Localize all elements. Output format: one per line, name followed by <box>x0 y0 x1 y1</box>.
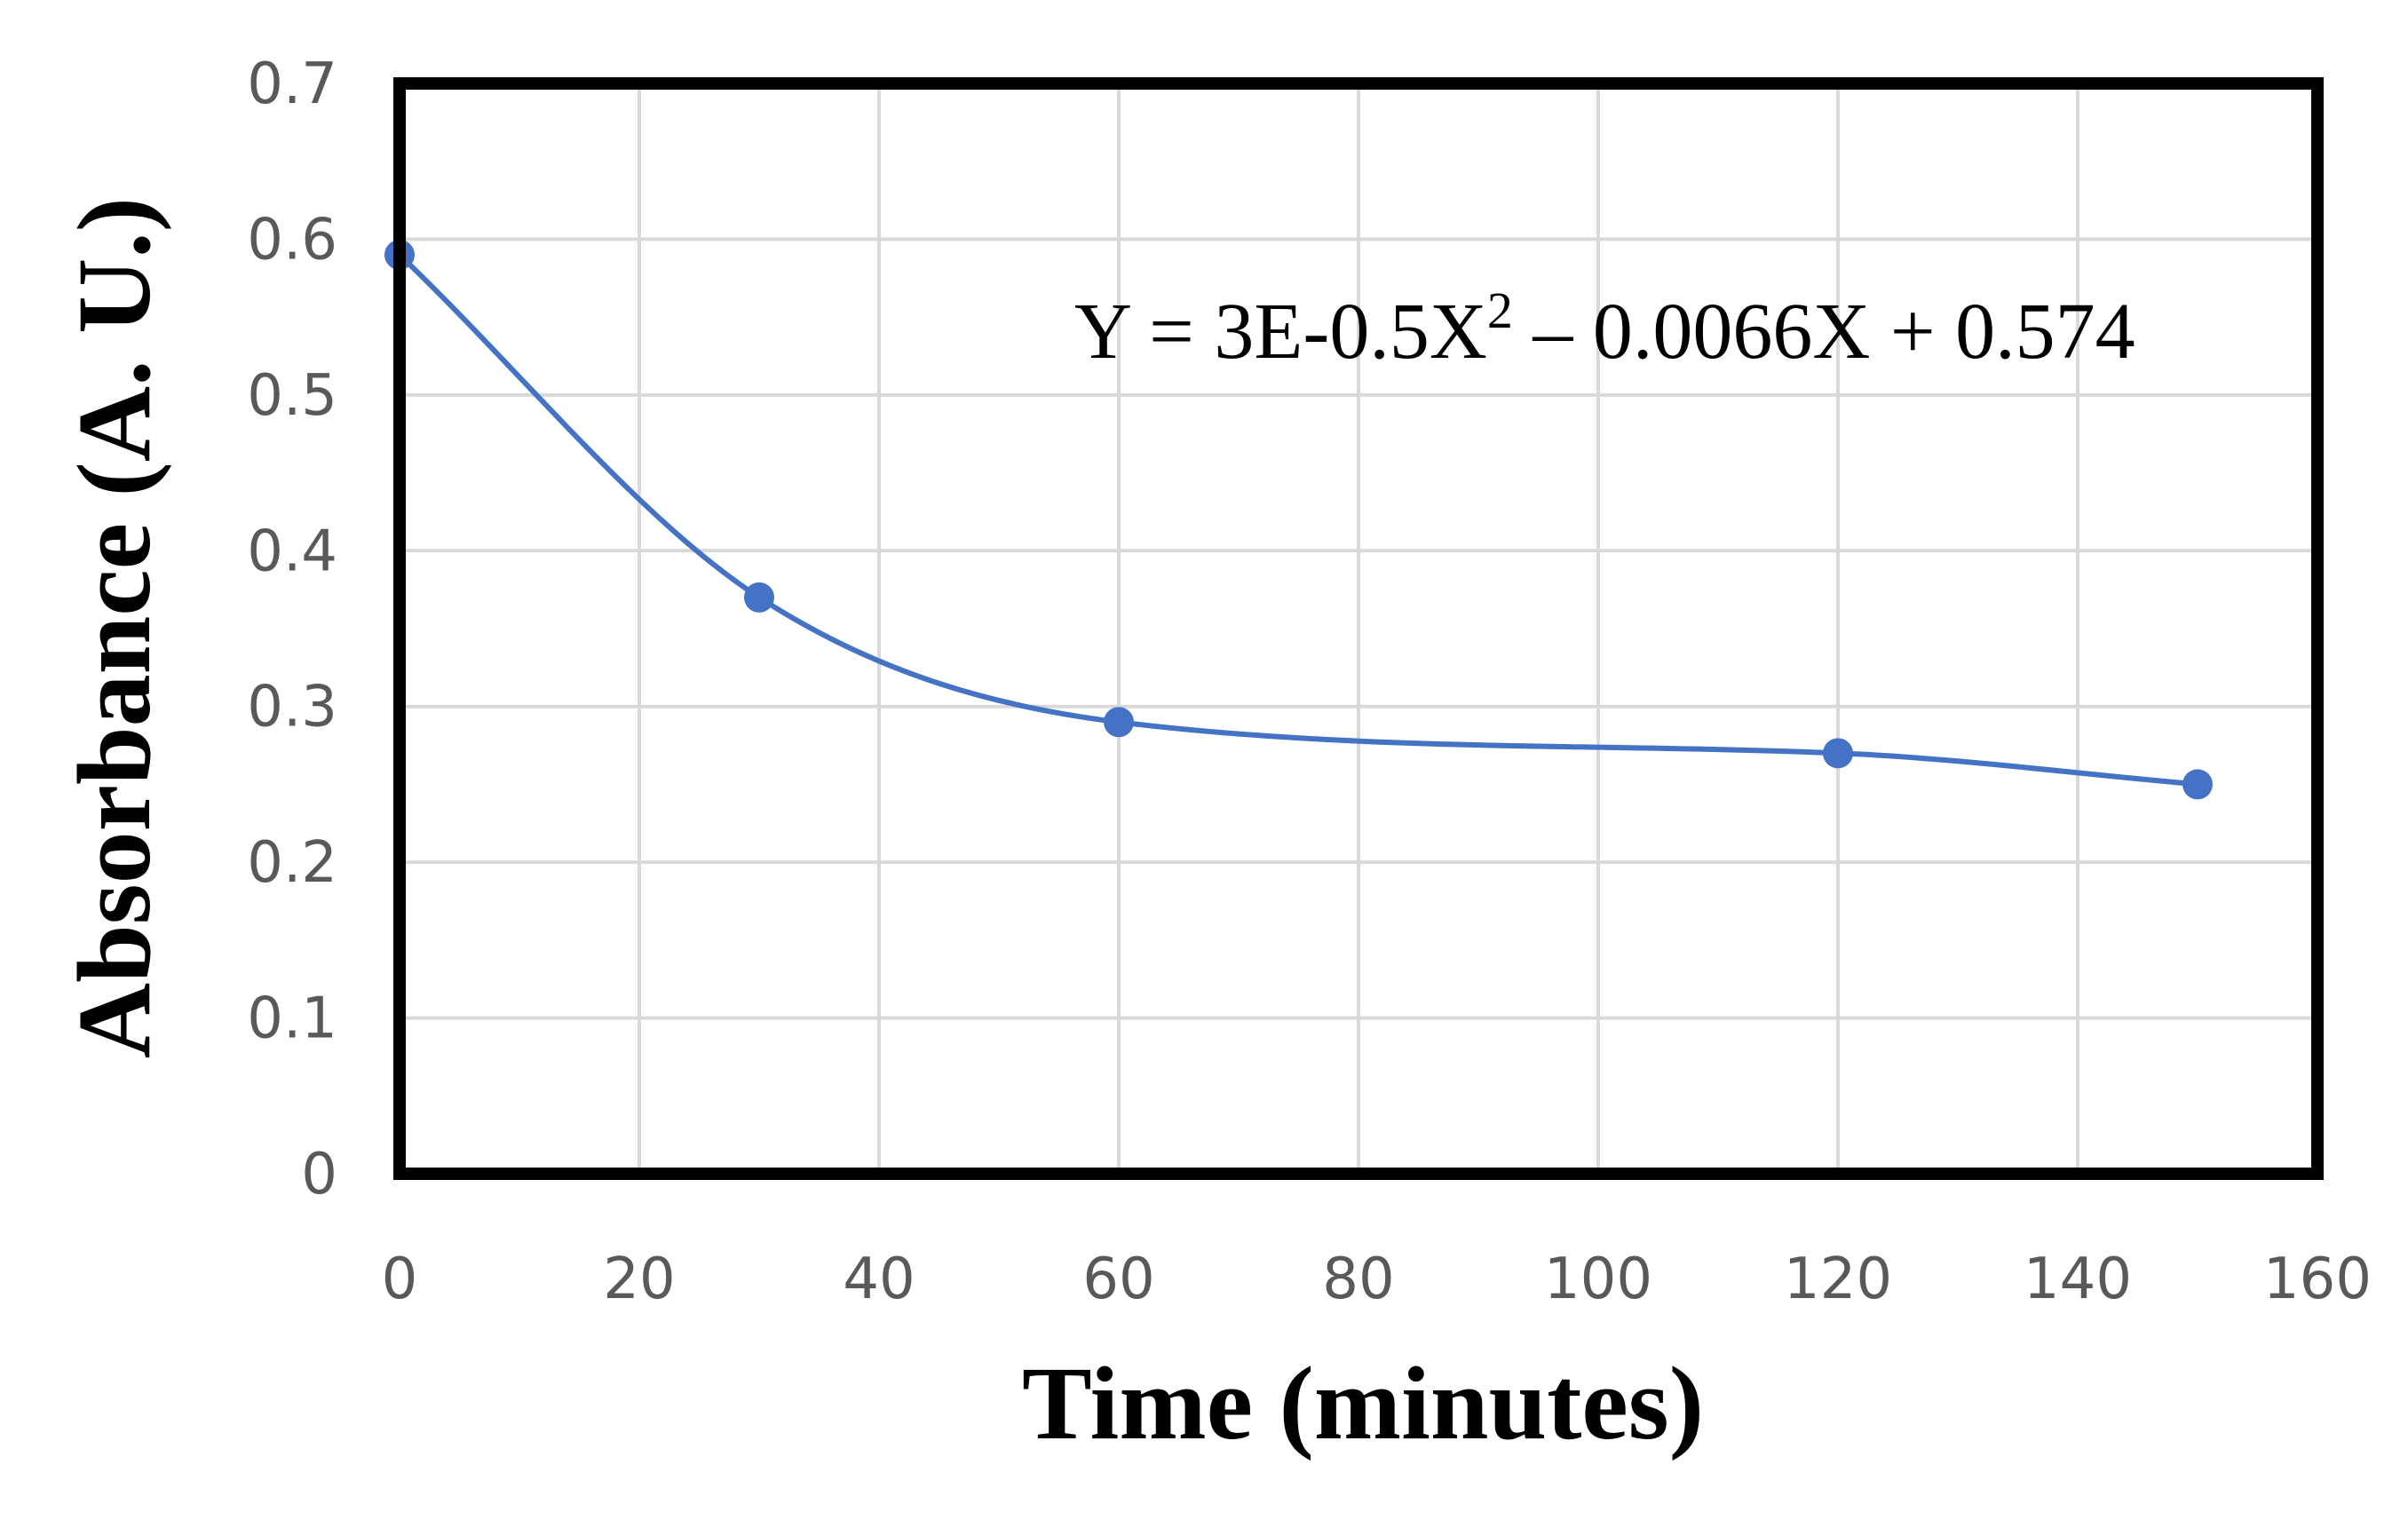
equation-superscript: 2 <box>1487 281 1513 339</box>
y-tick-label: 0.4 <box>247 519 337 584</box>
y-axis-tick-labels: 0 0.1 0.2 0.3 0.4 0.5 0.6 0.7 <box>247 51 337 1207</box>
x-tick-label: 120 <box>1784 1247 1892 1312</box>
x-axis-title: Time (minutes) <box>1022 1345 1704 1461</box>
plot-area-border <box>393 77 2324 1180</box>
equation-prefix: Y = 3E-0.5X <box>1074 288 1487 376</box>
x-tick-label: 140 <box>2024 1247 2132 1312</box>
y-tick-label: 0 <box>301 1142 337 1207</box>
y-tick-label: 0.5 <box>247 363 337 429</box>
x-tick-label: 20 <box>603 1247 675 1312</box>
data-point <box>744 582 774 613</box>
grid-lines <box>398 82 2319 1176</box>
y-tick-label: 0.2 <box>247 830 337 896</box>
y-tick-label: 0.3 <box>247 675 337 740</box>
x-tick-label: 60 <box>1082 1247 1154 1312</box>
data-point <box>2182 769 2213 800</box>
series-line <box>397 252 2198 788</box>
y-axis-title: Absorbance (A. U.) <box>56 197 172 1058</box>
y-tick-label: 0.6 <box>247 207 337 273</box>
x-tick-label: 40 <box>843 1247 915 1312</box>
data-point <box>1104 707 1134 738</box>
x-tick-label: 100 <box>1544 1247 1652 1312</box>
equation-suffix: – 0.0066X + 0.574 <box>1513 288 2135 376</box>
y-tick-label: 0.1 <box>247 986 337 1052</box>
x-tick-label: 160 <box>2263 1247 2372 1312</box>
y-tick-label: 0.7 <box>247 51 337 117</box>
x-axis-tick-labels: 0 20 40 60 80 100 120 140 160 <box>382 1247 2372 1312</box>
trendline-equation: Y = 3E-0.5X2 – 0.0066X + 0.574 <box>1074 281 2135 376</box>
x-tick-label: 0 <box>382 1247 418 1312</box>
x-tick-label: 80 <box>1322 1247 1394 1312</box>
data-point <box>1823 738 1853 769</box>
